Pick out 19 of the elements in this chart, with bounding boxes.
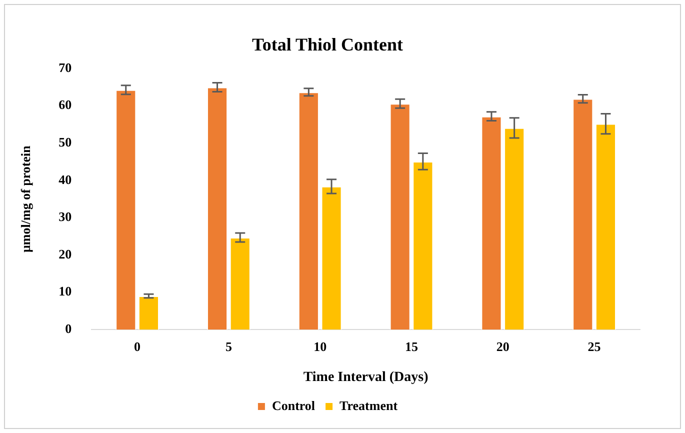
chart-title: Total Thiol Content — [252, 34, 404, 54]
y-tick-label: 60 — [58, 97, 72, 112]
y-tick-label: 20 — [58, 246, 72, 262]
y-tick-label: 40 — [58, 172, 72, 187]
x-tick-label: 5 — [225, 338, 232, 354]
x-tick-label: 25 — [588, 338, 602, 354]
x-axis-title: Time Interval (Days) — [303, 370, 429, 386]
y-tick-label: 50 — [58, 134, 72, 150]
y-tick-label: 70 — [58, 60, 72, 75]
y-tick-label: 10 — [58, 284, 72, 299]
y-tick-label: 0 — [65, 320, 72, 336]
x-tick-label: 10 — [314, 338, 327, 354]
x-tick-label: 0 — [134, 338, 141, 354]
legend-label: Treatment — [340, 398, 398, 413]
y-tick-label: 30 — [58, 209, 72, 224]
x-tick-label: 20 — [496, 338, 510, 354]
legend-label: Control — [272, 398, 316, 413]
x-tick-label: 15 — [405, 338, 418, 354]
y-axis-title: µmol/mg of protein — [18, 144, 34, 253]
